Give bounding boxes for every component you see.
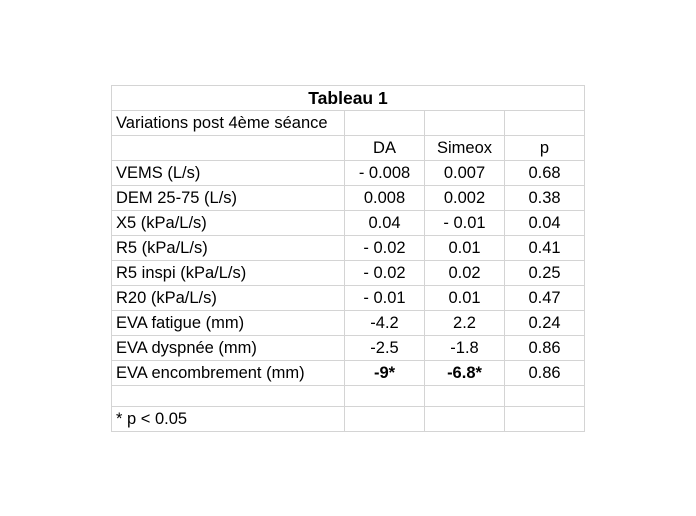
table-row: R5 (kPa/L/s) - 0.02 0.01 0.41 bbox=[111, 235, 585, 261]
row-label: VEMS (L/s) bbox=[111, 160, 345, 186]
table-row: X5 (kPa/L/s) 0.04 - 0.01 0.04 bbox=[111, 210, 585, 236]
table-row: EVA encombrement (mm) -9* -6.8* 0.86 bbox=[111, 360, 585, 386]
da-value: -4.2 bbox=[344, 310, 425, 336]
p-value: 0.86 bbox=[504, 360, 585, 386]
p-value: 0.25 bbox=[504, 260, 585, 286]
simeox-value: 0.007 bbox=[424, 160, 505, 186]
da-value: 0.008 bbox=[344, 185, 425, 211]
p-value: 0.47 bbox=[504, 285, 585, 311]
simeox-value: - 0.01 bbox=[424, 210, 505, 236]
simeox-value: 0.02 bbox=[424, 260, 505, 286]
empty-cell bbox=[504, 110, 585, 136]
empty-cell bbox=[344, 406, 425, 432]
p-value: 0.38 bbox=[504, 185, 585, 211]
empty-cell bbox=[424, 110, 505, 136]
header-simeox: Simeox bbox=[424, 135, 505, 161]
p-value: 0.68 bbox=[504, 160, 585, 186]
empty-cell bbox=[344, 110, 425, 136]
row-label: R20 (kPa/L/s) bbox=[111, 285, 345, 311]
results-table: Tableau 1 Variations post 4ème séance DA… bbox=[111, 85, 585, 432]
header-da: DA bbox=[344, 135, 425, 161]
simeox-value: -6.8* bbox=[424, 360, 505, 386]
table-row: EVA fatigue (mm) -4.2 2.2 0.24 bbox=[111, 310, 585, 336]
da-value: - 0.02 bbox=[344, 260, 425, 286]
subtitle-row: Variations post 4ème séance bbox=[111, 110, 585, 136]
p-value: 0.04 bbox=[504, 210, 585, 236]
header-row: DA Simeox p bbox=[111, 135, 585, 161]
header-p: p bbox=[504, 135, 585, 161]
p-value: 0.86 bbox=[504, 335, 585, 361]
title-row: Tableau 1 bbox=[111, 85, 585, 111]
row-label: EVA fatigue (mm) bbox=[111, 310, 345, 336]
da-value: - 0.008 bbox=[344, 160, 425, 186]
row-label: EVA encombrement (mm) bbox=[111, 360, 345, 386]
empty-cell bbox=[344, 385, 425, 407]
p-value: 0.41 bbox=[504, 235, 585, 261]
simeox-value: 0.01 bbox=[424, 235, 505, 261]
row-label: DEM 25-75 (L/s) bbox=[111, 185, 345, 211]
simeox-value: 0.01 bbox=[424, 285, 505, 311]
da-value: - 0.02 bbox=[344, 235, 425, 261]
simeox-value: -1.8 bbox=[424, 335, 505, 361]
table-title: Tableau 1 bbox=[111, 85, 585, 111]
footnote: * p < 0.05 bbox=[111, 406, 345, 432]
row-label: R5 (kPa/L/s) bbox=[111, 235, 345, 261]
footnote-row: * p < 0.05 bbox=[111, 406, 585, 432]
table-row: R20 (kPa/L/s) - 0.01 0.01 0.47 bbox=[111, 285, 585, 311]
da-value: 0.04 bbox=[344, 210, 425, 236]
simeox-value: 2.2 bbox=[424, 310, 505, 336]
row-label: R5 inspi (kPa/L/s) bbox=[111, 260, 345, 286]
row-label: EVA dyspnée (mm) bbox=[111, 335, 345, 361]
empty-cell bbox=[111, 385, 345, 407]
empty-cell bbox=[424, 406, 505, 432]
table-row: R5 inspi (kPa/L/s) - 0.02 0.02 0.25 bbox=[111, 260, 585, 286]
da-value: -2.5 bbox=[344, 335, 425, 361]
simeox-value: 0.002 bbox=[424, 185, 505, 211]
table-row: EVA dyspnée (mm) -2.5 -1.8 0.86 bbox=[111, 335, 585, 361]
table-row: DEM 25-75 (L/s) 0.008 0.002 0.38 bbox=[111, 185, 585, 211]
empty-cell bbox=[424, 385, 505, 407]
table-row: VEMS (L/s) - 0.008 0.007 0.68 bbox=[111, 160, 585, 186]
empty-cell bbox=[504, 406, 585, 432]
header-empty-cell bbox=[111, 135, 345, 161]
row-label: X5 (kPa/L/s) bbox=[111, 210, 345, 236]
table-subtitle: Variations post 4ème séance bbox=[111, 110, 345, 136]
p-value: 0.24 bbox=[504, 310, 585, 336]
da-value: - 0.01 bbox=[344, 285, 425, 311]
empty-cell bbox=[504, 385, 585, 407]
da-value: -9* bbox=[344, 360, 425, 386]
spacer-row bbox=[111, 385, 585, 407]
